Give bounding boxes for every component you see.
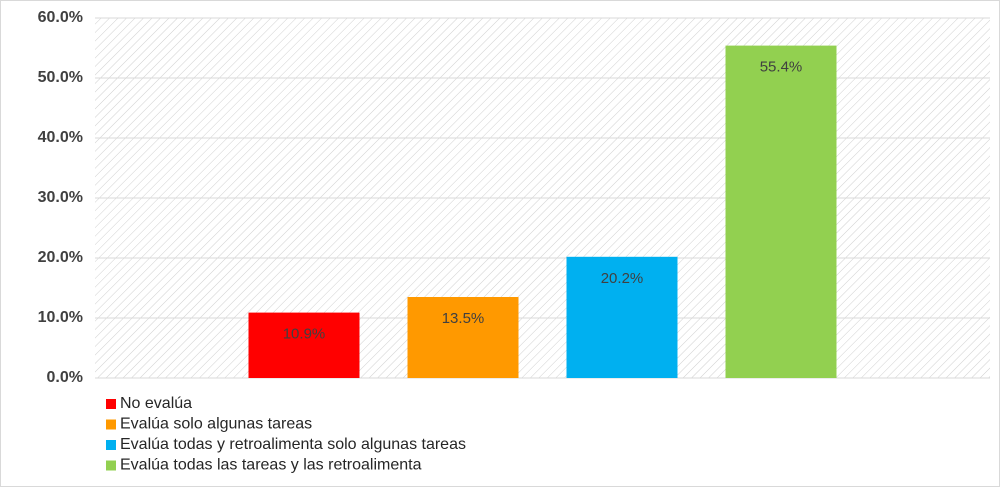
y-tick-label: 10.0% — [38, 309, 83, 326]
legend-swatch — [106, 460, 116, 471]
bar — [407, 297, 519, 378]
data-label: 10.9% — [283, 326, 326, 343]
legend-label: Evalúa todas las tareas y las retroalime… — [120, 457, 422, 474]
y-tick-label: 20.0% — [38, 249, 83, 266]
data-label: 20.2% — [601, 270, 644, 287]
y-tick-label: 40.0% — [38, 129, 83, 146]
y-tick-label: 50.0% — [38, 69, 83, 86]
legend-swatch — [106, 399, 116, 409]
legend-label: No evalúa — [120, 395, 192, 412]
legend-swatch — [106, 440, 116, 450]
legend-swatch — [106, 419, 116, 430]
y-tick-label: 60.0% — [38, 9, 83, 26]
data-label: 13.5% — [442, 310, 485, 327]
legend-label: Evalúa solo algunas tareas — [120, 416, 312, 433]
y-tick-label: 0.0% — [47, 369, 83, 386]
bar — [248, 312, 360, 378]
bar — [725, 45, 837, 378]
bar — [566, 256, 678, 378]
data-label: 55.4% — [760, 59, 803, 76]
legend-label: Evalúa todas y retroalimenta solo alguna… — [120, 436, 466, 453]
y-tick-label: 30.0% — [38, 189, 83, 206]
